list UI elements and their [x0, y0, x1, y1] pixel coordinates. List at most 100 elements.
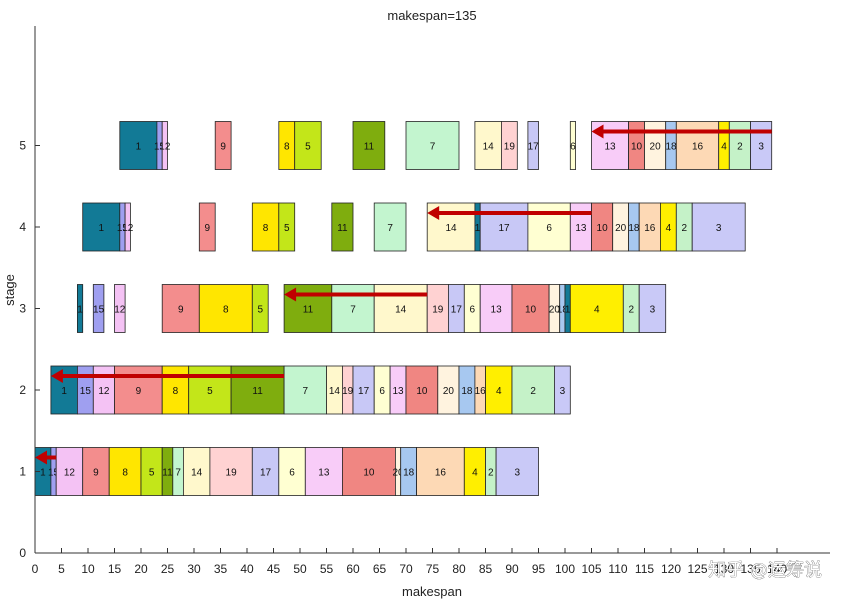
y-axis-title: stage — [2, 274, 17, 306]
y-tick-label: 4 — [19, 220, 26, 234]
bar-label: 15 — [93, 305, 105, 316]
bar-label: 2 — [628, 305, 634, 316]
x-tick-label: 10 — [81, 562, 95, 576]
bar-label: 16 — [644, 223, 656, 234]
x-tick-label: 140 — [767, 562, 787, 576]
bar-stage5-job5 — [294, 121, 322, 170]
bar-label: 11 — [337, 223, 348, 234]
x-tick-label: 60 — [346, 562, 360, 576]
x-tick-label: 55 — [320, 562, 334, 576]
bar-stage4-job7 — [373, 202, 407, 252]
bar-label: 15 — [117, 223, 129, 234]
x-tick-label: 45 — [267, 562, 281, 576]
bar-label: 8 — [122, 468, 128, 479]
bar-label: 12 — [122, 223, 134, 234]
bar-stage2-job3 — [554, 365, 571, 415]
bar-stage4-job8 — [251, 202, 280, 252]
bar-stage3-job15 — [92, 284, 105, 333]
bar-label: 11 — [162, 468, 173, 479]
bar-stage1-job13 — [304, 447, 343, 496]
bar-label: 20 — [392, 468, 404, 479]
y-ticks: 0 1 2 3 4 5 — [19, 139, 40, 560]
bar-label: 17 — [451, 305, 463, 316]
bar-label: 18 — [461, 386, 473, 397]
bar-label: 3 — [560, 386, 566, 397]
bar-stage3-job12 — [114, 284, 126, 333]
bar-label: 9 — [204, 223, 210, 234]
bar-stage3-job5 — [251, 284, 269, 333]
x-ticks: 0 5 10 15 20 25 30 35 40 45 50 55 60 65 70 75 80 85 90 95 10… — [32, 548, 787, 576]
bar-stage5-job12 — [161, 121, 168, 170]
bar-label: 10 — [363, 468, 375, 479]
bar-label: 11 — [364, 142, 375, 153]
x-tick-label: 25 — [161, 562, 175, 576]
bar-stage3-job1 — [77, 284, 84, 333]
bar-label: 18 — [557, 305, 569, 316]
y-tick-label: 0 — [19, 546, 26, 560]
bar-stage4-job9 — [198, 202, 216, 252]
bar-stage5-job9 — [214, 121, 232, 170]
arrows-layer — [35, 124, 772, 465]
bar-label: 7 — [387, 223, 393, 234]
arrow-head — [50, 369, 63, 383]
bar-stage5-job17 — [527, 121, 539, 170]
x-tick-label: 75 — [426, 562, 440, 576]
bars-layer: 1 15 12 9 8 5 11 7 14 19 17 6 13 10 20 18 16 4 2 31 15 12 9 8 5 1… — [34, 121, 773, 496]
bar-label: 3 — [650, 305, 656, 316]
bar-label: 20 — [615, 223, 627, 234]
bar-label: 6 — [289, 468, 295, 479]
bar-stage2-job4 — [485, 365, 513, 415]
bar-label: 2 — [488, 468, 494, 479]
x-tick-label: 20 — [134, 562, 148, 576]
bar-label: 5 — [284, 223, 290, 234]
bar-stage3-job3 — [638, 284, 667, 333]
bar-label: 8 — [173, 386, 179, 397]
bar-label: 7 — [303, 386, 309, 397]
bar-label: 4 — [666, 223, 672, 234]
bar-label: 17 — [358, 386, 370, 397]
bar-stage1-job14 — [182, 447, 211, 496]
bar-label: 10 — [525, 305, 537, 316]
bar-label: 19 — [504, 142, 516, 153]
x-tick-label: 70 — [399, 562, 413, 576]
bar-stage5-job1 — [119, 121, 158, 170]
x-tick-label: 65 — [373, 562, 387, 576]
bar-label: 13 — [575, 223, 587, 234]
bar-label: 1 — [475, 223, 481, 234]
x-tick-label: 105 — [581, 562, 601, 576]
bar-label: 12 — [98, 386, 110, 397]
bar-label: 10 — [631, 142, 643, 153]
bar-label: 1 — [136, 142, 142, 153]
bar-label: 4 — [594, 305, 600, 316]
arrow-head — [427, 206, 440, 220]
bar-label: 11 — [252, 386, 263, 397]
bar-label: 6 — [379, 386, 385, 397]
bar-stage1-job16 — [416, 447, 465, 496]
bar-stage1-job9 — [82, 447, 110, 496]
bar-label: 13 — [318, 468, 330, 479]
y-tick-label: 5 — [19, 139, 26, 153]
bar-label: 9 — [220, 142, 226, 153]
x-tick-label: 5 — [58, 562, 65, 576]
watermark: 知乎 @运筹说 — [708, 560, 822, 581]
bar-stage3-job10 — [511, 284, 550, 333]
y-tick-label: 1 — [19, 465, 26, 479]
bar-label: 7 — [175, 468, 181, 479]
x-tick-label: 85 — [479, 562, 493, 576]
bar-stage5-job7 — [405, 121, 460, 170]
bar-label: 19 — [432, 305, 444, 316]
bar-label: 4 — [721, 142, 727, 153]
x-tick-label: 0 — [32, 562, 39, 576]
bar-label: 8 — [284, 142, 290, 153]
x-tick-label: 100 — [555, 562, 575, 576]
bar-label: 5 — [207, 386, 213, 397]
x-tick-label: 30 — [187, 562, 201, 576]
bar-label: 14 — [445, 223, 457, 234]
bar-label: 14 — [395, 305, 407, 316]
x-tick-label: 125 — [687, 562, 707, 576]
x-tick-label: 120 — [661, 562, 681, 576]
bar-label: 8 — [263, 223, 269, 234]
x-tick-label: 110 — [608, 562, 627, 576]
bar-label: 14 — [329, 386, 341, 397]
bar-label: 20 — [549, 305, 561, 316]
